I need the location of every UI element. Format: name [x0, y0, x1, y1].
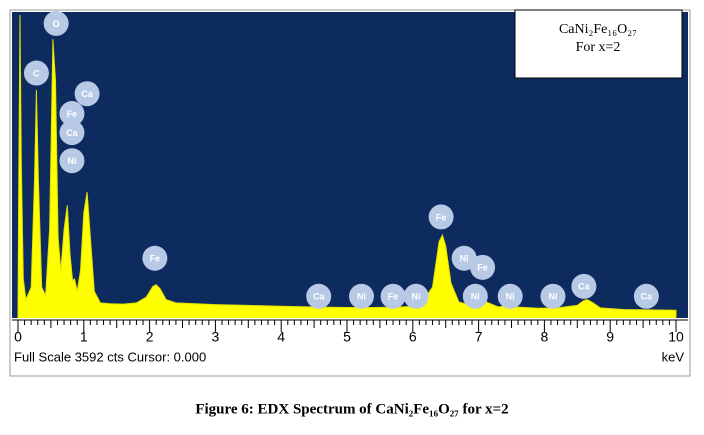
peak-label: O [53, 19, 60, 29]
peak-label: Fe [477, 263, 488, 273]
peak-label-bubble [540, 283, 566, 309]
peak-label: Ni [460, 254, 469, 264]
x-tick-label: 7 [475, 329, 483, 345]
peak-label: Fe [67, 109, 78, 119]
peak-label: Ni [412, 292, 421, 302]
peak-label: Ca [313, 292, 325, 302]
x-tick-label: 10 [668, 329, 684, 345]
x-tick-label: 8 [541, 329, 549, 345]
x-axis-label: keV [662, 349, 685, 364]
peak-label: Ca [641, 292, 653, 302]
peak-label-bubble [348, 283, 374, 309]
peak-label-bubble [74, 81, 100, 107]
peak-label-bubble [142, 245, 168, 271]
peak-label: Ni [357, 292, 366, 302]
peak-label: Ni [506, 292, 515, 302]
peak-label-bubble [306, 283, 332, 309]
peak-label-bubble [633, 283, 659, 309]
x-tick-label: 6 [409, 329, 417, 345]
spectrum [17, 14, 677, 318]
peak-label-bubble [59, 101, 85, 127]
peak-label: Ni [471, 292, 480, 302]
footer-text: Full Scale 3592 cts Cursor: 0.000 [14, 349, 206, 364]
peak-label-bubble [428, 204, 454, 230]
peak-label-bubble [59, 148, 85, 174]
plot [17, 14, 677, 318]
peak-label-bubble [470, 254, 496, 280]
peak-label: Ni [548, 292, 557, 302]
x-tick-label: 1 [80, 329, 88, 345]
x-tick-label: 9 [606, 329, 614, 345]
x-tick-label: 5 [343, 329, 351, 345]
legend-line: For x=2 [576, 40, 621, 55]
legend-line: CaNi₂Fe₁₆O₂₇ [559, 22, 637, 37]
peak-label-bubble [571, 273, 597, 299]
peak-label: Fe [388, 292, 399, 302]
peak-label: Ca [66, 128, 78, 138]
peak-label-bubble [497, 283, 523, 309]
peak-label: C [33, 68, 40, 78]
x-tick-label: 4 [277, 329, 285, 345]
x-tick-label: 0 [14, 329, 22, 345]
peak-label-bubble [23, 60, 49, 86]
peak-label-bubble [43, 10, 69, 36]
peak-label-bubble [403, 283, 429, 309]
peak-label: Ca [81, 89, 93, 99]
peak-label: Ni [67, 156, 76, 166]
x-tick-label: 3 [212, 329, 220, 345]
caption: Figure 6: EDX Spectrum of CaNi₂Fe₁₆O₂₇ f… [195, 401, 508, 417]
peak-label-bubble [451, 245, 477, 271]
peak-label-bubble [462, 283, 488, 309]
peak-label: Fe [436, 212, 447, 222]
peak-label: Ca [578, 282, 590, 292]
peak-label-bubble [380, 283, 406, 309]
legend-box [514, 9, 683, 79]
x-tick-label: 2 [146, 329, 154, 345]
peak-label: Fe [150, 254, 161, 264]
peak-label-bubble [59, 120, 85, 146]
